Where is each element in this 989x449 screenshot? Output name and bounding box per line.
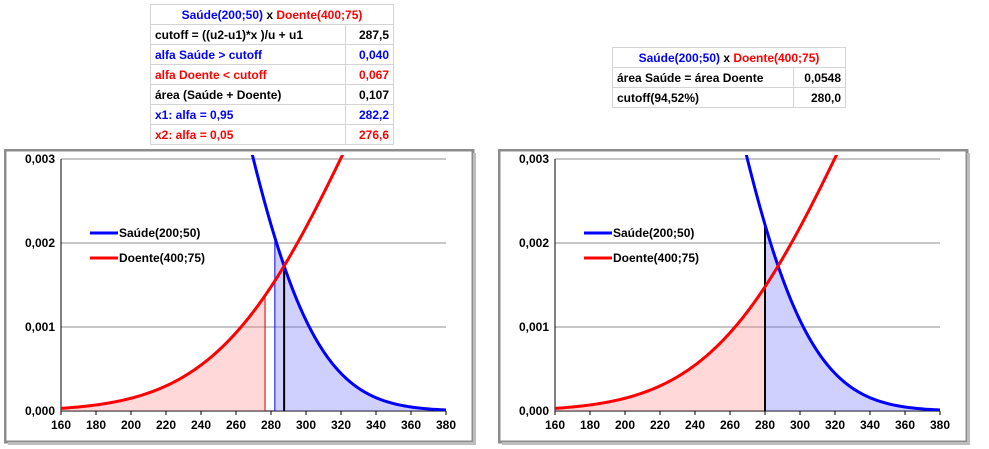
table-row: área Saúde = área Doente 0,0548 xyxy=(612,67,846,88)
plot-area xyxy=(61,155,446,411)
table-row: x2: alfa = 0,05 276,6 xyxy=(150,124,394,145)
results-table-1: Saúde(200;50) x Doente(400;75) cutoff = … xyxy=(150,4,394,145)
x-tick-label: 200 xyxy=(615,418,635,432)
row-value: 280,0 xyxy=(793,87,846,108)
row-value: 282,2 xyxy=(345,104,394,125)
x-tick-label: 300 xyxy=(296,418,316,432)
shaded-area xyxy=(765,224,940,411)
x-tick-label: 240 xyxy=(191,418,211,432)
chart-shadow xyxy=(967,153,970,445)
series-line xyxy=(61,155,345,410)
shaded-area xyxy=(555,286,765,411)
x-tick-label: 340 xyxy=(860,418,880,432)
x-tick-label: 320 xyxy=(331,418,351,432)
y-tick-label: 0,003 xyxy=(519,152,549,166)
x-tick-label: 200 xyxy=(121,418,141,432)
series-line xyxy=(250,155,446,411)
x-tick-label: 380 xyxy=(436,418,456,432)
legend-label: Doente(400;75) xyxy=(119,251,205,265)
table-row: alfa Saúde > cutoff 0,040 xyxy=(150,44,394,65)
chart-border xyxy=(498,149,969,444)
table-row: x1: alfa = 0,95 282,2 xyxy=(150,104,394,125)
row-label: x1: alfa = 0,95 xyxy=(150,104,346,125)
plot-area xyxy=(555,155,940,411)
x-tick-label: 280 xyxy=(261,418,281,432)
chart-left: 0,000 0,001 0,002 0,003 160 180 200 220 240 260 28… xyxy=(4,149,476,445)
x-tick-label: 180 xyxy=(86,418,106,432)
row-label: alfa Doente < cutoff xyxy=(150,64,346,85)
x-tick-label: 300 xyxy=(790,418,810,432)
header-health-label: Saúde(200;50) xyxy=(181,7,263,22)
header-disease-label: Doente(400;75) xyxy=(276,7,363,22)
y-tick-label: 0,000 xyxy=(519,404,549,418)
row-value: 276,6 xyxy=(345,124,394,145)
results-table-2: Saúde(200;50) x Doente(400;75) área Saúd… xyxy=(612,47,846,108)
y-tick-label: 0,002 xyxy=(519,236,549,250)
y-tick-label: 0,001 xyxy=(519,320,549,334)
row-label: alfa Saúde > cutoff xyxy=(150,44,346,65)
row-label: área (Saúde + Doente) xyxy=(150,84,346,105)
header-separator: x xyxy=(720,50,734,65)
x-tick-label: 220 xyxy=(650,418,670,432)
y-tick-label: 0,000 xyxy=(25,404,55,418)
table-header: Saúde(200;50) x Doente(400;75) xyxy=(150,4,394,25)
shaded-area xyxy=(61,295,266,411)
chart-shadow xyxy=(473,153,476,445)
x-tick-label: 340 xyxy=(366,418,386,432)
header-health-label: Saúde(200;50) xyxy=(638,50,720,65)
x-tick-label: 160 xyxy=(545,418,565,432)
table-row: cutoff = ((u2-u1)*x )/u + u1 287,5 xyxy=(150,24,394,45)
y-tick-label: 0,001 xyxy=(25,320,55,334)
table-header: Saúde(200;50) x Doente(400;75) xyxy=(612,47,846,68)
series-line xyxy=(555,155,839,410)
chart-right: 0,000 0,001 0,002 0,003 160 180 200 220 240 260 28… xyxy=(498,149,970,445)
x-tick-label: 280 xyxy=(755,418,775,432)
series-line xyxy=(744,155,940,411)
x-tick-label: 320 xyxy=(825,418,845,432)
x-tick-label: 180 xyxy=(580,418,600,432)
y-tick-label: 0,002 xyxy=(25,236,55,250)
header-separator: x xyxy=(263,7,277,22)
table-row: área (Saúde + Doente) 0,107 xyxy=(150,84,394,105)
x-tick-label: 160 xyxy=(51,418,71,432)
row-label: x2: alfa = 0,05 xyxy=(150,124,346,145)
chart-border xyxy=(4,149,475,444)
row-label: cutoff(94,52%) xyxy=(612,87,794,108)
table-row: cutoff(94,52%) 280,0 xyxy=(612,87,846,108)
chart-shadow xyxy=(502,442,970,445)
shaded-area xyxy=(274,237,446,411)
x-tick-label: 240 xyxy=(685,418,705,432)
header-disease-label: Doente(400;75) xyxy=(733,50,820,65)
legend-label: Doente(400;75) xyxy=(613,251,699,265)
x-tick-label: 260 xyxy=(720,418,740,432)
y-tick-label: 0,003 xyxy=(25,152,55,166)
row-value: 287,5 xyxy=(345,24,394,45)
row-value: 0,040 xyxy=(345,44,394,65)
x-tick-label: 260 xyxy=(226,418,246,432)
row-value: 0,107 xyxy=(345,84,394,105)
x-tick-label: 220 xyxy=(156,418,176,432)
x-tick-label: 380 xyxy=(930,418,950,432)
x-tick-label: 360 xyxy=(401,418,421,432)
row-value: 0,0548 xyxy=(793,67,846,88)
table-row: alfa Doente < cutoff 0,067 xyxy=(150,64,394,85)
legend-label: Saúde(200;50) xyxy=(119,226,200,240)
row-label: área Saúde = área Doente xyxy=(612,67,794,88)
legend-label: Saúde(200;50) xyxy=(613,226,694,240)
row-value: 0,067 xyxy=(345,64,394,85)
row-label: cutoff = ((u2-u1)*x )/u + u1 xyxy=(150,24,346,45)
chart-shadow xyxy=(8,442,476,445)
x-tick-label: 360 xyxy=(895,418,915,432)
